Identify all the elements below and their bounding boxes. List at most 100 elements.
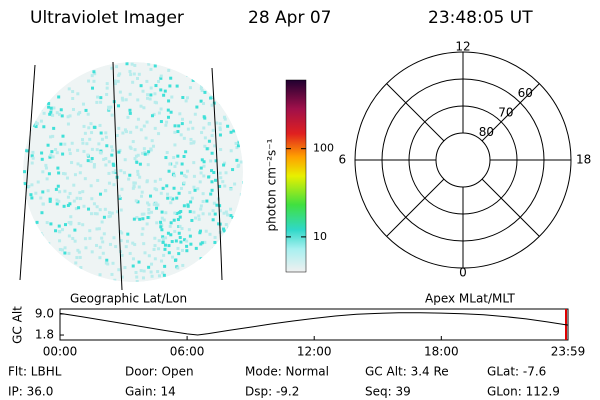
- uv-pixel: [71, 97, 75, 101]
- uv-pixel: [62, 266, 66, 270]
- uv-pixel: [92, 62, 96, 66]
- uv-pixel: [54, 229, 58, 233]
- uv-pixel: [36, 259, 40, 263]
- uv-pixel: [89, 122, 93, 126]
- uv-pixel: [227, 95, 231, 99]
- x-tick-label: 18:00: [424, 345, 459, 359]
- uv-pixel: [84, 64, 88, 68]
- uv-image: [23, 62, 243, 282]
- uv-pixel: [145, 96, 149, 100]
- uv-pixel: [170, 95, 174, 99]
- uv-pixel: [108, 242, 112, 246]
- uv-pixel: [49, 135, 53, 139]
- uv-pixel: [67, 87, 71, 91]
- uv-pixel: [135, 216, 139, 220]
- uv-pixel: [77, 206, 81, 210]
- uv-pixel: [178, 277, 182, 281]
- uv-pixel: [71, 65, 75, 69]
- uv-pixel: [210, 169, 214, 173]
- x-tick-label: 06:00: [170, 345, 205, 359]
- alt-y-label: GC Alt: [11, 306, 25, 344]
- uv-pixel: [184, 99, 188, 103]
- uv-pixel: [91, 278, 95, 282]
- uv-pixel: [211, 209, 215, 213]
- uv-pixel: [90, 197, 94, 201]
- uv-pixel: [192, 268, 196, 272]
- uv-pixel: [60, 228, 64, 232]
- uv-pixel: [125, 62, 129, 66]
- uv-pixel: [168, 84, 172, 88]
- uv-pixel: [185, 249, 189, 253]
- lon-line: [211, 67, 223, 281]
- uv-pixel: [45, 177, 49, 181]
- uv-pixel: [142, 212, 146, 216]
- uv-pixel: [104, 189, 108, 193]
- uv-pixel: [209, 267, 213, 271]
- uv-pixel: [189, 141, 193, 145]
- uv-pixel: [23, 182, 27, 186]
- uv-pixel: [65, 176, 69, 180]
- uv-pixel: [224, 223, 228, 227]
- uv-pixel: [142, 242, 146, 246]
- uv-pixel: [176, 246, 180, 250]
- uv-pixel: [48, 112, 52, 116]
- status-field: Door: Open: [125, 365, 194, 379]
- uv-pixel: [203, 82, 207, 86]
- uv-pixel: [95, 243, 99, 247]
- uv-pixel: [48, 69, 52, 73]
- uv-pixel: [86, 153, 90, 157]
- uv-pixel: [239, 160, 243, 164]
- uv-pixel: [232, 77, 236, 81]
- uv-pixel: [112, 236, 116, 240]
- uv-pixel: [49, 106, 53, 110]
- uv-pixel: [237, 129, 241, 133]
- x-tick-label: 23:59: [551, 345, 586, 359]
- uv-pixel: [81, 138, 85, 142]
- uv-pixel: [79, 266, 83, 270]
- uv-pixel: [30, 196, 34, 200]
- mlt-label: 12: [455, 39, 470, 53]
- uv-pixel: [200, 131, 204, 135]
- uv-pixel: [131, 80, 135, 84]
- uv-pixel: [67, 221, 71, 225]
- uv-pixel: [171, 255, 175, 259]
- uv-pixel: [232, 129, 236, 133]
- uv-pixel: [208, 212, 212, 216]
- uv-pixel: [113, 79, 117, 83]
- uv-pixel: [92, 163, 96, 167]
- uv-pixel: [35, 220, 39, 224]
- uv-pixel: [93, 125, 97, 129]
- uv-pixel: [147, 203, 151, 207]
- uv-pixel: [81, 102, 85, 106]
- uv-pixel: [55, 111, 59, 115]
- uv-pixel: [223, 184, 227, 188]
- uv-pixel: [31, 150, 35, 154]
- uv-pixel: [155, 221, 159, 225]
- uv-pixel: [175, 211, 179, 215]
- uv-pixel: [60, 79, 64, 83]
- uv-pixel: [42, 66, 46, 70]
- uv-pixel: [125, 239, 129, 243]
- uv-pixel: [163, 243, 167, 247]
- uv-pixel: [241, 70, 243, 74]
- uv-pixel: [201, 199, 205, 203]
- uv-pixel: [178, 215, 182, 219]
- uv-pixel: [238, 106, 242, 110]
- uv-pixel: [161, 186, 165, 190]
- uv-pixel: [205, 199, 209, 203]
- uv-pixel: [139, 84, 143, 88]
- uv-pixel: [46, 189, 50, 193]
- uv-pixel: [42, 111, 46, 115]
- uv-pixel: [37, 67, 41, 71]
- uv-pixel: [224, 171, 228, 175]
- uv-pixel: [163, 247, 167, 251]
- uv-pixel: [73, 239, 77, 243]
- uv-pixel: [218, 184, 222, 188]
- uv-pixel: [37, 247, 41, 251]
- uv-pixel: [92, 79, 96, 83]
- disk: [23, 62, 243, 282]
- uv-pixel: [219, 148, 223, 152]
- uv-pixel: [236, 214, 240, 218]
- uv-pixel: [51, 155, 55, 159]
